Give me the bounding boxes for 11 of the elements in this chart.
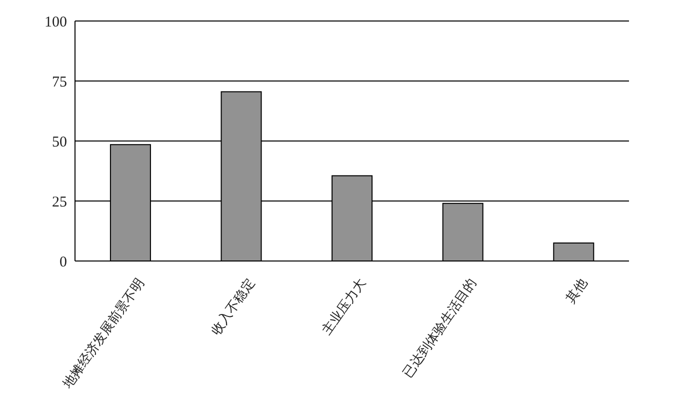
y-tick-label: 100 xyxy=(44,14,67,30)
x-tick-label: 主业压力大 xyxy=(318,276,368,338)
x-tick-label: 收入不稳定 xyxy=(208,276,258,338)
y-tick-label: 75 xyxy=(52,74,67,90)
y-tick-label: 25 xyxy=(52,194,67,210)
x-tick-label: 地摊经济发展前景不明 xyxy=(59,276,147,392)
y-tick-label: 50 xyxy=(52,134,67,150)
bar xyxy=(553,242,594,261)
y-tick-label: 0 xyxy=(60,254,67,270)
x-tick-label: 其他 xyxy=(562,276,590,306)
x-tick-label: 已达到体验生活目的 xyxy=(400,276,480,380)
